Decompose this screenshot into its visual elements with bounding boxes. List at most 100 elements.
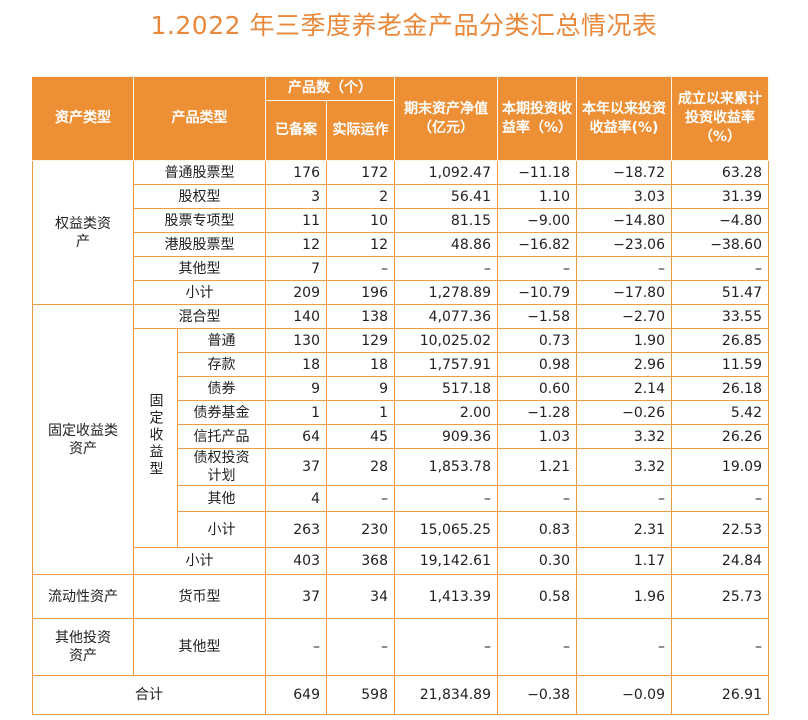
cell-p: –	[497, 485, 577, 512]
cell-y: 2.31	[576, 511, 672, 548]
cell-p: 0.58	[497, 574, 577, 619]
cell-nav: 909.36	[394, 424, 498, 449]
sub-type-fixed-income-label: 固定收益型	[147, 393, 164, 478]
cell-c: −4.80	[671, 208, 769, 233]
header-row: 资产类型 产品类型 产品数（个） 期末资产净值（亿元） 本期投资收益率（%） 本…	[32, 76, 769, 161]
cell-y: 2.96	[576, 352, 672, 377]
cell-c: 25.73	[671, 574, 769, 619]
cell-op: 172	[326, 160, 395, 185]
cell-c: 26.91	[671, 675, 769, 715]
cell-nav: 56.41	[394, 184, 498, 209]
product-type: 普通	[177, 328, 266, 353]
cell-nav: 1,853.78	[394, 448, 498, 486]
cell-y: −23.06	[576, 232, 672, 257]
cell-nav: –	[394, 256, 498, 281]
asset-type-other: 其他投资资产	[32, 618, 134, 676]
table-row: 其他型 7– – – – –	[33, 256, 769, 281]
cell-y: –	[576, 256, 672, 281]
cell-op: 230	[326, 511, 395, 548]
header-asset-type: 资产类型	[32, 76, 134, 161]
cell-filed: 3	[265, 184, 327, 209]
cell-nav: 15,065.25	[394, 511, 498, 548]
cell-p: 0.73	[497, 328, 577, 353]
header-cumulative-return: 成立以来累计投资收益率（%）	[671, 76, 769, 161]
cell-filed: 18	[265, 352, 327, 377]
cell-filed: 37	[265, 574, 327, 619]
table-row: 存款 18 18 1,757.91 0.98 2.96 11.59	[33, 352, 769, 377]
cell-c: 26.26	[671, 424, 769, 449]
product-type: 债券	[177, 376, 266, 401]
product-type: 其他	[177, 485, 266, 512]
cell-op: 1	[326, 400, 395, 425]
pension-product-summary-table: 资产类型 产品类型 产品数（个） 期末资产净值（亿元） 本期投资收益率（%） 本…	[32, 76, 769, 715]
table-row: 小计 263 230 15,065.25 0.83 2.31 22.53	[33, 511, 769, 548]
header-row: 已备案 实际运作	[33, 100, 769, 161]
cell-nav: 1,092.47	[394, 160, 498, 185]
table-row: 权益类资产 普通股票型 176 172 1,092.47 −11.18 −18.72 63.2…	[32, 160, 769, 305]
cell-c: 22.53	[671, 511, 769, 548]
cell-c: 11.59	[671, 352, 769, 377]
product-type: 普通股票型	[133, 160, 266, 185]
asset-type-equity: 权益类资产	[32, 160, 134, 305]
cell-op: 18	[326, 352, 395, 377]
cell-op: 598	[326, 675, 395, 715]
cell-filed: 130	[265, 328, 327, 353]
cell-y: –	[576, 485, 672, 512]
table-row: 合计 649 598 21,834.89 −0.38 −0.09 26.91	[32, 675, 769, 715]
table-row: 债券基金 1 1 2.00 −1.28 −0.26 5.42	[33, 400, 769, 425]
cell-filed: 1	[265, 400, 327, 425]
page-title: 1.2022 年三季度养老金产品分类汇总情况表	[150, 11, 658, 40]
cell-c: 63.28	[671, 160, 769, 185]
cell-nav: 48.86	[394, 232, 498, 257]
product-type: 货币型	[133, 574, 266, 619]
product-type: 存款	[177, 352, 266, 377]
cell-nav: –	[394, 485, 498, 512]
product-type: 其他型	[133, 618, 266, 676]
product-type: 债券基金	[177, 400, 266, 425]
cell-filed: 12	[265, 232, 327, 257]
cell-c: 24.84	[671, 547, 769, 575]
cell-filed: 649	[265, 675, 327, 715]
table-row: 股权型 3 2 56.41 1.10 3.03 31.39	[33, 184, 769, 209]
cell-y: −17.80	[576, 280, 672, 305]
cell-op: 12	[326, 232, 395, 257]
product-type: 股票专项型	[133, 208, 266, 233]
product-type: 债权投资计划	[177, 448, 266, 486]
header-product-count: 产品数（个）	[265, 76, 395, 101]
header-period-return: 本期投资收益率（%）	[497, 76, 577, 161]
cell-c: 26.85	[671, 328, 769, 353]
cell-p: −10.79	[497, 280, 577, 305]
cell-op: 129	[326, 328, 395, 353]
cell-c: 51.47	[671, 280, 769, 305]
cell-c: −38.60	[671, 232, 769, 257]
cell-c: 26.18	[671, 376, 769, 401]
product-type: 混合型	[133, 304, 266, 329]
cell-nav: 1,757.91	[394, 352, 498, 377]
cell-nav: 1,413.39	[394, 574, 498, 619]
table-row: 股票专项型 11 10 81.15 −9.00 −14.80 −4.80	[33, 208, 769, 233]
cell-op: 138	[326, 304, 395, 329]
cell-c: 31.39	[671, 184, 769, 209]
cell-p: 1.21	[497, 448, 577, 486]
table-row: 流动性资产 货币型 37 34 1,413.39 0.58 1.96 25.73	[32, 574, 769, 619]
cell-c: 19.09	[671, 448, 769, 486]
product-type: 合计	[32, 675, 266, 715]
table-row: 小计 403 368 19,142.61 0.30 1.17 24.84	[33, 547, 769, 575]
asset-type-fixed-income: 固定收益类资产	[32, 304, 134, 575]
table-row: 其他 4– – – – –	[33, 485, 769, 512]
cell-filed: 403	[265, 547, 327, 575]
cell-filed: 9	[265, 376, 327, 401]
cell-y: 3.03	[576, 184, 672, 209]
table-row: 其他投资资产 其他型 – – – – – –	[32, 618, 769, 676]
cell-op: –	[326, 256, 395, 281]
cell-filed: 209	[265, 280, 327, 305]
cell-y: −2.70	[576, 304, 672, 329]
cell-op: 34	[326, 574, 395, 619]
cell-c: –	[671, 485, 769, 512]
cell-y: −18.72	[576, 160, 672, 185]
cell-nav: 10,025.02	[394, 328, 498, 353]
cell-filed: 7	[265, 256, 327, 281]
cell-op: 9	[326, 376, 395, 401]
header-product-type: 产品类型	[133, 76, 266, 161]
asset-type-liquidity: 流动性资产	[32, 574, 134, 619]
